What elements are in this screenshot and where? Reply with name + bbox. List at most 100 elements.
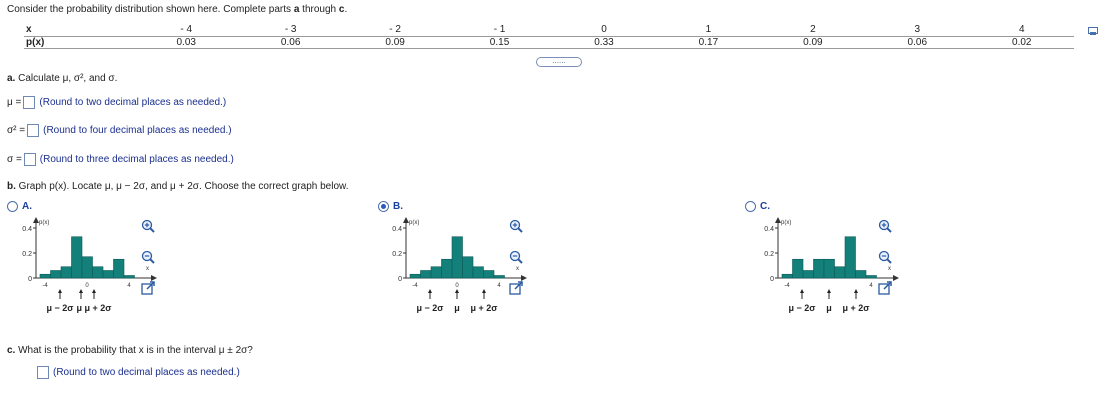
option-b-label: B. — [393, 201, 403, 212]
histogram-bar — [844, 236, 856, 279]
option-b[interactable]: B. — [378, 201, 403, 212]
intro-through: through — [299, 4, 339, 15]
part-c-letter: c. — [7, 345, 16, 356]
part-c-answer-input[interactable] — [37, 366, 49, 379]
marker-label: μ − 2σ — [789, 303, 816, 313]
option-c-label: C. — [760, 201, 770, 212]
variance-answer-row: σ² = (Round to four decimal places as ne… — [7, 124, 232, 137]
option-a-radio[interactable] — [7, 201, 18, 212]
sigma-label: σ = — [7, 154, 22, 165]
popout-icon[interactable] — [509, 281, 523, 295]
sigma-answer-row: σ = (Round to three decimal places as ne… — [7, 153, 234, 166]
copy-icon[interactable] — [1088, 27, 1099, 36]
sigma-hint: (Round to three decimal places as needed… — [39, 154, 234, 165]
part-a-letter: a. — [7, 73, 16, 84]
histogram-bar — [823, 258, 835, 279]
mu-answer-row: μ = (Round to two decimal places as need… — [7, 96, 226, 109]
x-cell: - 1 — [447, 24, 552, 37]
mu-hint: (Round to two decimal places as needed.) — [39, 97, 227, 108]
histogram-bar — [781, 273, 793, 279]
p-cell: 0.06 — [865, 36, 970, 49]
option-c[interactable]: C. — [745, 201, 770, 212]
y-axis-label: p(x) — [409, 220, 419, 226]
histogram-bar — [483, 270, 495, 279]
y-tick-label: 0.2 — [22, 251, 32, 258]
option-a-label: A. — [22, 201, 32, 212]
marker-arrowhead — [482, 289, 486, 293]
mu-answer-input[interactable] — [23, 96, 36, 109]
marker-label: μ — [826, 303, 832, 313]
graph-b: 0.4 0.2 0 p(x) x -4 0 4 μ − 2σ μ μ + 2σ — [380, 215, 555, 325]
part-b-question: b. Graph p(x). Locate μ, μ − 2σ, and μ +… — [7, 181, 348, 192]
popout-icon[interactable] — [878, 281, 892, 295]
marker-label: μ μ + 2σ — [77, 303, 112, 313]
y-axis-arrow — [33, 217, 39, 223]
zoom-in-icon[interactable] — [878, 219, 892, 233]
zoom-out-icon[interactable] — [509, 250, 523, 264]
histogram-bar — [113, 258, 125, 279]
zoom-out-icon[interactable] — [878, 250, 892, 264]
option-b-radio[interactable] — [378, 201, 389, 212]
marker-arrowhead — [800, 289, 804, 293]
part-c-question: c. What is the probability that x is in … — [7, 345, 253, 356]
x-tick-label: 4 — [869, 283, 873, 289]
variance-hint: (Round to four decimal places as needed.… — [43, 125, 232, 136]
p-cell: 0.06 — [238, 36, 343, 49]
x-axis-label: x — [516, 266, 519, 272]
y-axis-arrow — [403, 217, 409, 223]
histogram-bar — [50, 270, 62, 279]
part-c-answer-row: (Round to two decimal places as needed.) — [35, 366, 240, 379]
histogram-bar — [39, 273, 51, 279]
graph-a-tools — [141, 219, 157, 312]
histogram-bar — [123, 275, 135, 279]
zoom-in-icon[interactable] — [141, 219, 155, 233]
y-tick-label: 0.4 — [764, 226, 774, 233]
y-tick-label: 0 — [398, 276, 402, 283]
histogram-bar — [409, 273, 421, 279]
part-a-question: a. Calculate μ, σ², and σ. — [7, 73, 117, 84]
graph-c-tools — [878, 219, 894, 312]
option-a[interactable]: A. — [7, 201, 32, 212]
part-b-letter: b. — [7, 181, 16, 192]
intro-suffix: . — [344, 4, 348, 15]
y-tick-label: 0.4 — [22, 226, 32, 233]
variance-answer-input[interactable] — [27, 124, 40, 137]
sigma-answer-input[interactable] — [23, 153, 36, 166]
graph-c-svg: 0.4 0.2 0 p(x) x -4 4 μ − 2σ μ μ + 2σ — [764, 217, 899, 313]
marker-label: μ − 2σ — [417, 303, 444, 313]
x-header: x — [24, 24, 134, 37]
x-tick-label: 0 — [85, 283, 89, 289]
y-axis-label: p(x) — [781, 220, 791, 226]
histogram-bar — [855, 270, 867, 279]
x-axis-arrow — [893, 275, 899, 281]
x-row: x - 4 - 3 - 2 - 1 0 1 2 3 4 — [24, 24, 1074, 37]
p-cell: 0.03 — [134, 36, 239, 49]
graph-b-tools — [509, 219, 525, 312]
part-b-text: Graph p(x). Locate μ, μ − 2σ, and μ + 2σ… — [15, 181, 349, 192]
distribution-table: x - 4 - 3 - 2 - 1 0 1 2 3 4 p(x) 0.03 0.… — [24, 24, 1074, 49]
intro-part-c: c — [338, 4, 345, 15]
histogram-bar — [802, 270, 814, 279]
option-c-radio[interactable] — [745, 201, 756, 212]
histogram-bar — [472, 266, 484, 279]
marker-label: μ + 2σ — [471, 303, 498, 313]
expand-button[interactable]: ...... — [536, 57, 582, 67]
zoom-out-icon[interactable] — [141, 250, 155, 264]
marker-arrowhead — [92, 289, 96, 293]
x-cell: 1 — [656, 24, 761, 37]
histogram-bar — [60, 266, 72, 279]
histogram-bar — [493, 275, 505, 279]
zoom-in-icon[interactable] — [509, 219, 523, 233]
x-axis-arrow — [521, 275, 527, 281]
marker-arrowhead — [854, 289, 858, 293]
y-axis-label: p(x) — [39, 220, 49, 226]
histogram-bar — [430, 266, 442, 279]
p-cell: 0.15 — [447, 36, 552, 49]
histogram-bar — [420, 270, 432, 279]
histogram-bar — [865, 275, 877, 279]
popout-icon[interactable] — [141, 281, 155, 295]
marker-arrowhead — [58, 289, 62, 293]
marker-arrowhead — [79, 289, 83, 293]
histogram-bar — [81, 256, 93, 279]
p-cell: 0.33 — [551, 36, 657, 49]
